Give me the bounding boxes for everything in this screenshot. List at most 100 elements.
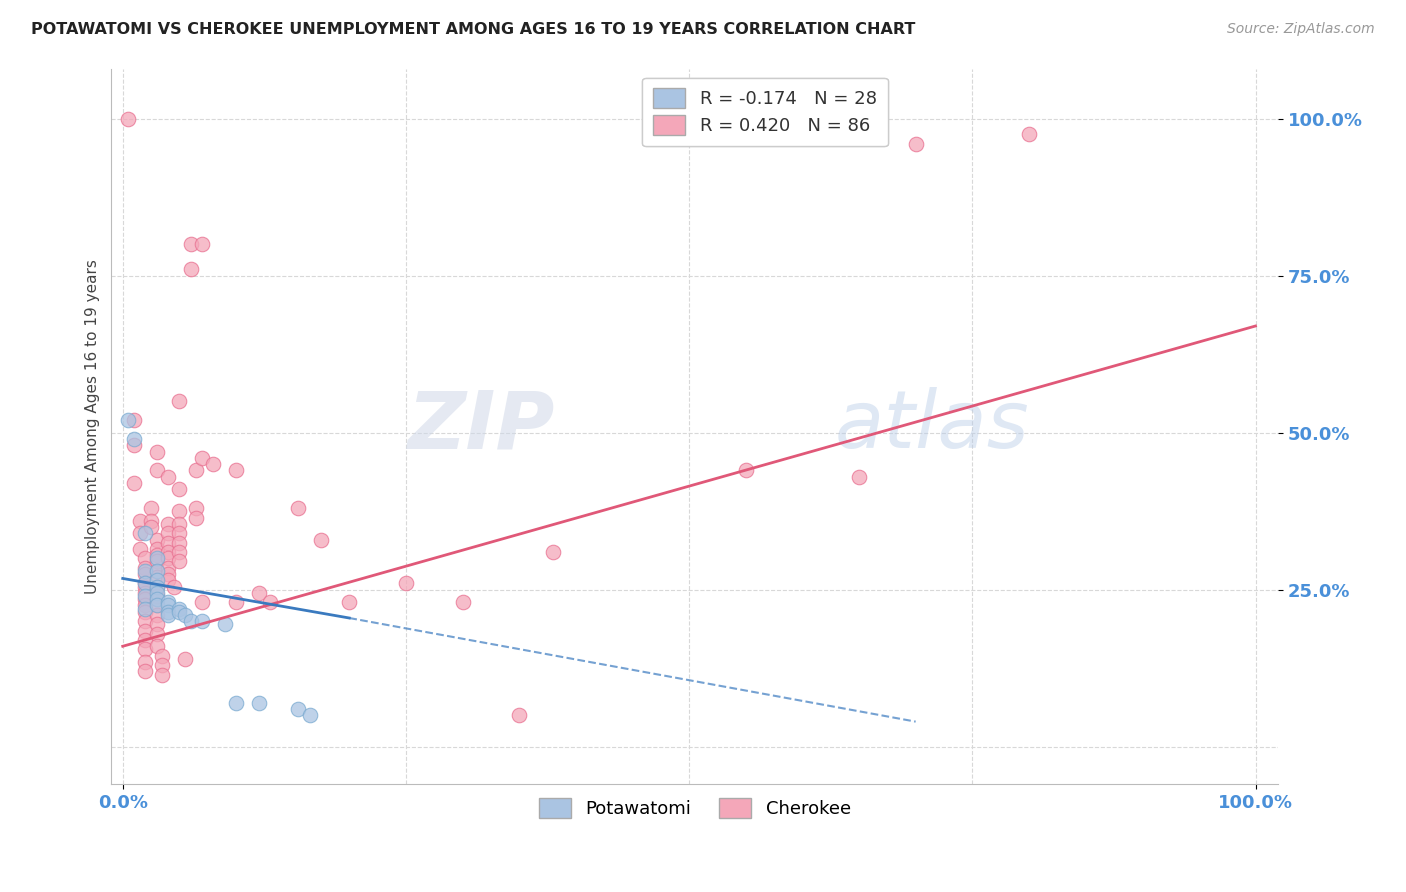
Point — [145, 617, 167, 632]
Text: atlas: atlas — [835, 387, 1029, 466]
Point — [145, 586, 167, 600]
Point — [174, 607, 197, 622]
Point — [180, 237, 202, 252]
Point — [1018, 128, 1040, 142]
Point — [128, 514, 150, 528]
Point — [145, 444, 167, 458]
Point — [145, 548, 167, 562]
Point — [848, 469, 870, 483]
Point — [134, 592, 156, 607]
Point — [134, 599, 156, 613]
Point — [134, 561, 156, 575]
Point — [225, 595, 247, 609]
Point — [145, 589, 167, 603]
Point — [186, 463, 208, 477]
Point — [134, 601, 156, 615]
Text: POTAWATOMI VS CHEROKEE UNEMPLOYMENT AMONG AGES 16 TO 19 YEARS CORRELATION CHART: POTAWATOMI VS CHEROKEE UNEMPLOYMENT AMON… — [31, 22, 915, 37]
Point — [145, 607, 167, 622]
Point — [134, 614, 156, 628]
Point — [169, 483, 191, 497]
Point — [145, 533, 167, 547]
Point — [157, 567, 180, 582]
Point — [214, 617, 236, 632]
Point — [128, 541, 150, 556]
Point — [150, 667, 173, 681]
Point — [117, 112, 139, 126]
Point — [287, 702, 309, 716]
Point — [122, 413, 145, 427]
Point — [191, 614, 214, 628]
Point — [122, 438, 145, 452]
Point — [157, 545, 180, 559]
Point — [169, 601, 191, 615]
Point — [134, 605, 156, 619]
Point — [157, 599, 180, 613]
Point — [134, 564, 156, 578]
Legend: Potawatomi, Cherokee: Potawatomi, Cherokee — [531, 791, 858, 825]
Point — [202, 457, 225, 471]
Point — [145, 580, 167, 594]
Point — [145, 640, 167, 654]
Point — [225, 696, 247, 710]
Point — [134, 526, 156, 541]
Point — [117, 413, 139, 427]
Point — [157, 595, 180, 609]
Point — [191, 450, 214, 465]
Y-axis label: Unemployment Among Ages 16 to 19 years: Unemployment Among Ages 16 to 19 years — [86, 259, 100, 594]
Point — [145, 564, 167, 578]
Point — [163, 580, 186, 594]
Point — [134, 551, 156, 566]
Point — [134, 624, 156, 638]
Point — [139, 501, 162, 516]
Point — [134, 589, 156, 603]
Point — [134, 576, 156, 591]
Point — [157, 605, 180, 619]
Point — [186, 510, 208, 524]
Point — [169, 394, 191, 409]
Point — [157, 561, 180, 575]
Point — [134, 665, 156, 679]
Point — [191, 237, 214, 252]
Point — [180, 262, 202, 277]
Point — [145, 574, 167, 588]
Point — [145, 570, 167, 584]
Point — [247, 696, 270, 710]
Point — [134, 632, 156, 647]
Point — [145, 463, 167, 477]
Text: Source: ZipAtlas.com: Source: ZipAtlas.com — [1227, 22, 1375, 37]
Point — [309, 533, 332, 547]
Point — [247, 586, 270, 600]
Text: ZIP: ZIP — [408, 387, 555, 466]
Point — [186, 501, 208, 516]
Point — [157, 607, 180, 622]
Point — [145, 551, 167, 566]
Point — [395, 576, 418, 591]
Point — [134, 655, 156, 669]
Point — [259, 595, 281, 609]
Point — [169, 535, 191, 549]
Point — [169, 554, 191, 568]
Point — [904, 136, 927, 151]
Point — [451, 595, 474, 609]
Point — [157, 535, 180, 549]
Point — [122, 475, 145, 490]
Point — [298, 708, 321, 723]
Point — [157, 516, 180, 531]
Point — [191, 595, 214, 609]
Point — [145, 554, 167, 568]
Point — [169, 545, 191, 559]
Point — [157, 526, 180, 541]
Point — [139, 514, 162, 528]
Point — [180, 614, 202, 628]
Point — [134, 580, 156, 594]
Point — [122, 432, 145, 446]
Point — [157, 574, 180, 588]
Point — [169, 605, 191, 619]
Point — [150, 648, 173, 663]
Point — [145, 564, 167, 578]
Point — [150, 658, 173, 673]
Point — [508, 708, 530, 723]
Point — [225, 463, 247, 477]
Point — [145, 580, 167, 594]
Point — [128, 526, 150, 541]
